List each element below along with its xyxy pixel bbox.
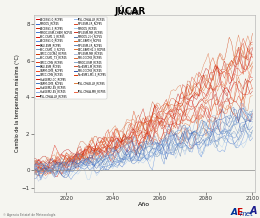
Legend: ACCESS1.0_RCP85, MIROC5_RCP45, ACCESS1.3_RCP85, MIROC-ESM-CHEM_RCP45, BCC-CSM1.1: ACCESS1.0_RCP85, MIROC5_RCP45, ACCESS1.3…	[35, 17, 107, 99]
Text: © Agencia Estatal de Meteorología: © Agencia Estatal de Meteorología	[3, 213, 55, 217]
Y-axis label: Cambio de la temperatura máxima (°C): Cambio de la temperatura máxima (°C)	[15, 55, 20, 152]
Text: A: A	[230, 208, 237, 217]
Text: met: met	[240, 211, 254, 217]
Text: ANUAL: ANUAL	[118, 10, 142, 16]
Text: E: E	[236, 208, 242, 217]
Text: JÚCAR: JÚCAR	[114, 5, 146, 16]
Text: A: A	[250, 206, 257, 216]
X-axis label: Año: Año	[138, 202, 150, 207]
